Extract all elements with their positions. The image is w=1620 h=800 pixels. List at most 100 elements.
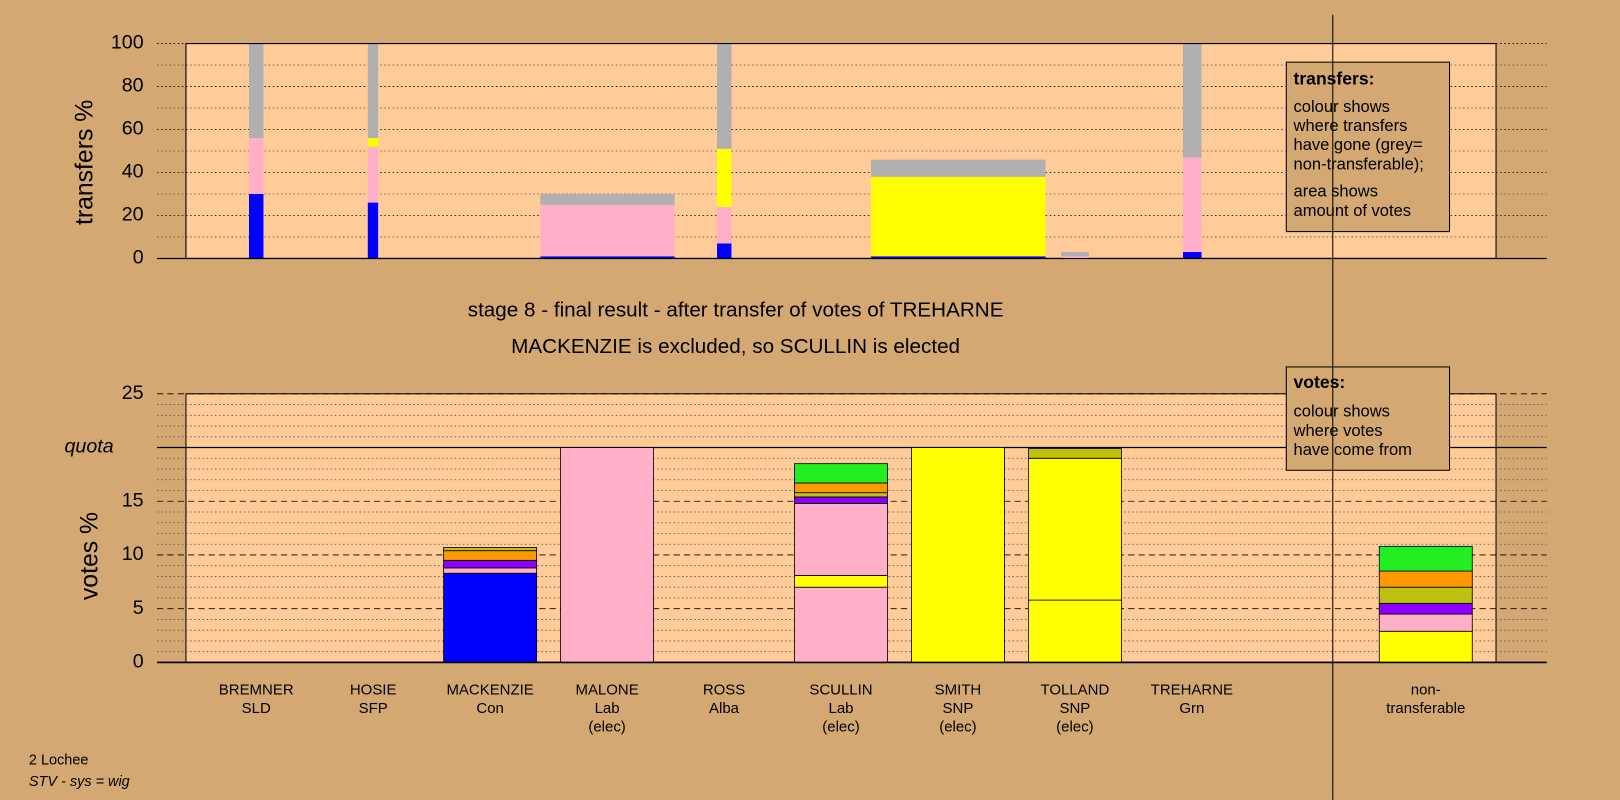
- bar-segment: [443, 547, 538, 552]
- x-tick-label: HOSIE: [350, 681, 397, 698]
- footer-place: 2 Lochee: [29, 752, 88, 768]
- y-tick-label: 80: [122, 75, 144, 97]
- legend-text: have gone (grey=: [1294, 135, 1423, 154]
- x-tick-label: MACKENZIE: [446, 681, 533, 698]
- bar-segment: [367, 43, 379, 139]
- y-tick-label: 60: [122, 118, 144, 140]
- x-tick-label: Lab: [829, 700, 854, 717]
- x-tick-label: (elec): [939, 718, 976, 735]
- bar-segment: [367, 146, 379, 203]
- y-tick-label: 25: [122, 382, 144, 404]
- bar-segment: [540, 256, 675, 259]
- bar-segment: [540, 204, 675, 257]
- bar-segment: [443, 550, 538, 561]
- bar-segment: [1061, 256, 1089, 259]
- x-tick-label: SNP: [1060, 700, 1091, 717]
- bar-segment: [367, 202, 379, 259]
- bar-segment: [1378, 570, 1473, 588]
- bar-segment: [1027, 599, 1122, 663]
- transfers-axis-label: transfers %: [71, 100, 98, 225]
- bar-segment: [794, 502, 888, 576]
- legend-text: where transfers: [1293, 116, 1408, 135]
- legend-box: [1285, 366, 1451, 471]
- y-tick-label: 100: [111, 32, 144, 54]
- bar-segment: [717, 148, 732, 207]
- x-tick-label: Lab: [595, 700, 620, 717]
- bar-segment: [911, 447, 1005, 663]
- bar-segment: [870, 159, 1046, 177]
- legend-text: amount of votes: [1294, 201, 1412, 220]
- x-tick-label: TOLLAND: [1041, 681, 1110, 698]
- x-tick-label: Alba: [709, 700, 740, 717]
- x-tick-label: ROSS: [703, 681, 745, 698]
- bar-segment: [1378, 613, 1473, 632]
- bar-segment: [1182, 43, 1202, 158]
- bar-segment: [443, 572, 538, 663]
- footer-system: STV - sys = wig: [29, 774, 130, 790]
- legend-text: have come from: [1294, 440, 1412, 459]
- votes-axis-label: votes %: [76, 512, 103, 600]
- bar-segment: [1027, 457, 1122, 601]
- bar-segment: [1378, 545, 1473, 572]
- bar-segment: [717, 43, 732, 149]
- x-tick-label: non-: [1411, 681, 1441, 698]
- bar-segment: [870, 256, 1046, 259]
- x-tick-label: (elec): [822, 718, 859, 735]
- bar-segment: [443, 567, 538, 574]
- x-tick-label: SCULLIN: [809, 681, 872, 698]
- bar-segment: [248, 43, 264, 139]
- y-tick-label: 5: [133, 597, 144, 619]
- bar-segment: [794, 574, 888, 588]
- stage-title: stage 8 - final result - after transfer …: [468, 299, 1004, 322]
- y-tick-label: 15: [122, 489, 144, 511]
- bar-segment: [717, 206, 732, 244]
- bar-segment: [540, 193, 675, 205]
- x-tick-label: transferable: [1386, 700, 1465, 717]
- x-tick-label: TREHARNE: [1151, 681, 1233, 698]
- legend-text: non-transferable);: [1294, 154, 1424, 173]
- legend-text: area shows: [1294, 182, 1378, 201]
- legend-text: colour shows: [1294, 402, 1390, 421]
- bar-segment: [794, 586, 888, 663]
- legend-text: where votes: [1293, 421, 1383, 440]
- bar-segment: [794, 496, 888, 504]
- bar-segment: [794, 482, 888, 494]
- bar-segment: [870, 176, 1046, 257]
- x-tick-label: SFP: [359, 700, 388, 717]
- bar-segment: [560, 447, 654, 663]
- bar-segment: [1378, 630, 1473, 663]
- legend-box: [1285, 61, 1451, 233]
- x-tick-label: SLD: [242, 700, 271, 717]
- bar-segment: [1061, 252, 1089, 257]
- bar-segment: [248, 138, 264, 194]
- y-tick-label: 40: [122, 161, 144, 183]
- bar-segment: [1378, 602, 1473, 615]
- x-tick-label: MALONE: [575, 681, 638, 698]
- bar-segment: [1027, 448, 1122, 459]
- x-tick-label: (elec): [588, 718, 625, 735]
- x-tick-label: (elec): [1056, 718, 1093, 735]
- y-tick-label: 0: [133, 651, 144, 673]
- x-tick-label: SMITH: [935, 681, 982, 698]
- legend-title: votes:: [1294, 372, 1346, 392]
- bar-segment: [1182, 157, 1202, 253]
- bar-segment: [794, 492, 888, 498]
- bar-segment: [1378, 586, 1473, 604]
- bar-segment: [443, 559, 538, 569]
- bar-segment: [794, 463, 888, 484]
- legend-title: transfers:: [1294, 68, 1375, 88]
- y-tick-label: quota: [65, 436, 114, 458]
- bar-segment: [367, 138, 379, 147]
- bar-segment: [717, 243, 732, 259]
- x-tick-label: BREMNER: [219, 681, 294, 698]
- y-tick-label: 0: [133, 247, 144, 269]
- x-tick-label: SNP: [943, 700, 974, 717]
- bar-segment: [1182, 252, 1202, 259]
- transfers-frame: [185, 43, 1497, 259]
- x-tick-label: Grn: [1179, 700, 1204, 717]
- bar-segment: [248, 193, 264, 259]
- x-tick-label: Con: [476, 700, 503, 717]
- y-tick-label: 20: [122, 204, 144, 226]
- stage-result: MACKENZIE is excluded, so SCULLIN is ele…: [511, 335, 960, 358]
